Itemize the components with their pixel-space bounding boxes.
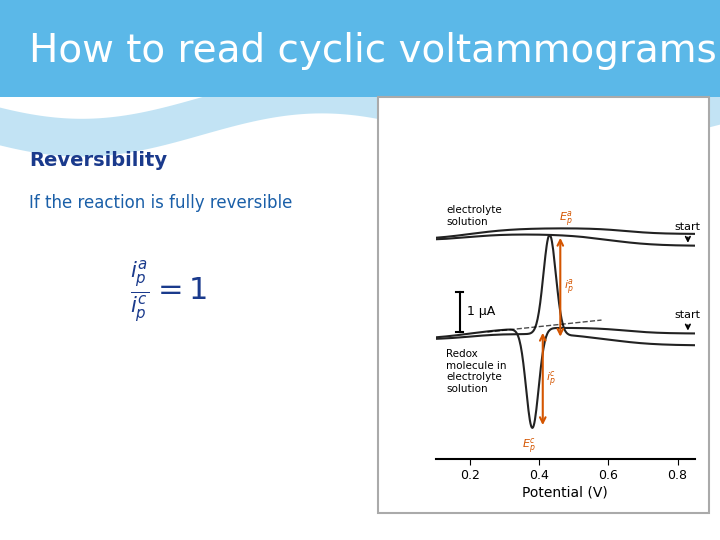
Text: Redox
molecule in
electrolyte
solution: Redox molecule in electrolyte solution bbox=[446, 349, 506, 394]
Text: $i_p^a$: $i_p^a$ bbox=[564, 278, 574, 297]
Bar bbox=[378, 97, 709, 513]
Text: start: start bbox=[675, 222, 701, 241]
Polygon shape bbox=[0, 76, 720, 157]
Text: $E_p^a$: $E_p^a$ bbox=[559, 210, 572, 229]
X-axis label: Potential (V): Potential (V) bbox=[522, 485, 608, 499]
Text: $\frac{i_p^a}{i_p^c} = 1$: $\frac{i_p^a}{i_p^c} = 1$ bbox=[130, 259, 207, 325]
Text: $E_p^c$: $E_p^c$ bbox=[522, 436, 536, 456]
Text: Reversibility: Reversibility bbox=[29, 151, 167, 170]
Text: 1 μA: 1 μA bbox=[467, 305, 495, 318]
Text: electrolyte
solution: electrolyte solution bbox=[446, 205, 502, 227]
Text: start: start bbox=[675, 309, 701, 329]
Text: How to read cyclic voltammograms: How to read cyclic voltammograms bbox=[29, 32, 716, 70]
Text: $i_p^c$: $i_p^c$ bbox=[546, 369, 557, 389]
Bar bbox=[0, 0, 720, 97]
Text: If the reaction is fully reversible: If the reaction is fully reversible bbox=[29, 194, 292, 212]
